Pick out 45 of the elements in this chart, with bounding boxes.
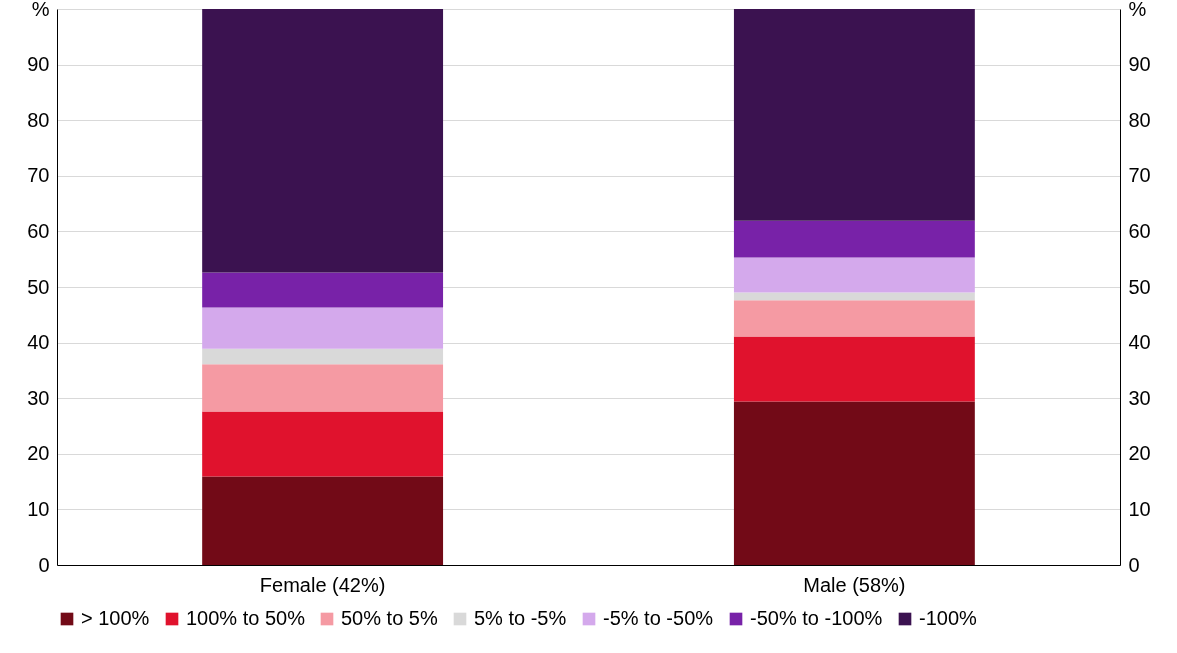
y2-tick-label: 50 (1128, 275, 1151, 298)
y2-tick-label: 30 (1128, 386, 1151, 409)
bar (202, 307, 444, 349)
y2-tick-label: 10 (1128, 497, 1151, 520)
y-tick-label: 70 (27, 164, 50, 187)
y-tick-label: 60 (27, 219, 50, 242)
bar (733, 220, 975, 258)
bar (202, 411, 444, 477)
bar (733, 401, 975, 565)
bar (202, 9, 444, 273)
legend-label: 100% to 50% (186, 607, 306, 629)
y2-tick-label: 20 (1128, 442, 1151, 465)
y2-tick-label: % (1128, 0, 1147, 20)
legend-label: 50% to 5% (341, 607, 438, 629)
y-tick-label: 50 (27, 275, 50, 298)
y2-tick-label: 70 (1128, 164, 1151, 187)
legend-label: 5% to -5% (474, 607, 567, 629)
x-tick-label: Male (58%) (803, 573, 906, 596)
y-tick-label: 90 (27, 53, 50, 76)
y2-tick-label: 90 (1128, 53, 1151, 76)
legend-label: > 100% (81, 607, 150, 629)
bar (202, 364, 444, 412)
x-tick-label: Female (42%) (259, 573, 386, 596)
y-tick-label: 20 (27, 442, 50, 465)
y-tick-label: 0 (38, 553, 50, 576)
bar (202, 272, 444, 308)
y2-tick-label: 60 (1128, 219, 1151, 242)
legend-label: -100% (919, 607, 978, 629)
y2-tick-label: 40 (1128, 331, 1151, 354)
bar (733, 300, 975, 337)
legend-label: -5% to -50% (603, 607, 714, 629)
bar (733, 9, 975, 221)
bar (733, 257, 975, 293)
bar (733, 292, 975, 301)
bar (202, 348, 444, 365)
y-tick-label: % (31, 0, 50, 20)
bar (733, 336, 975, 402)
y-tick-label: 40 (27, 331, 50, 354)
y-tick-label: 30 (27, 386, 50, 409)
y-tick-label: 80 (27, 108, 50, 131)
bar (202, 476, 444, 565)
legend-label: -50% to -100% (750, 607, 883, 629)
y2-tick-label: 0 (1128, 553, 1140, 576)
y2-tick-label: 80 (1128, 108, 1151, 131)
y-tick-label: 10 (27, 497, 50, 520)
